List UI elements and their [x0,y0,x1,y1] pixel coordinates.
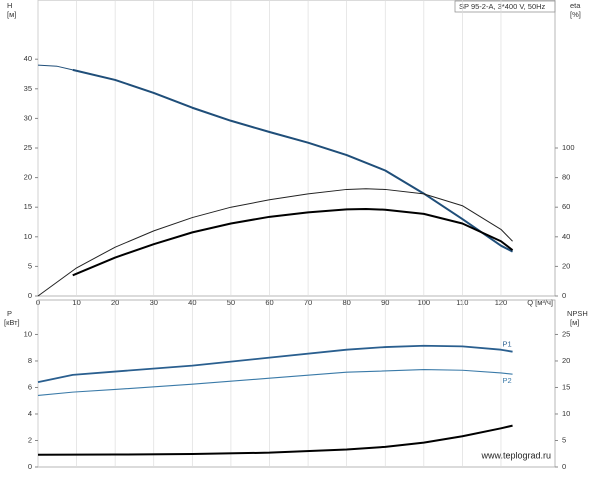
y2-tick-label: 25 [562,329,570,338]
y-tick-label: 30 [24,113,32,122]
y-tick-label: 35 [24,84,32,93]
y-tick-label: 10 [24,329,32,338]
y2-label: NPSH [567,309,588,318]
y-tick-label: 6 [28,382,32,391]
curve [37,344,513,384]
y2-tick-label: 20 [562,356,570,365]
y-tick-label: 8 [28,356,32,365]
y2-tick-label: 100 [562,143,575,152]
y-tick-label: 0 [28,291,32,300]
y-tick-label: 4 [28,409,32,418]
legend-text: SP 95-2-A, 3*400 V, 50Hz [459,2,546,11]
y-tick-label: 2 [28,435,32,444]
curve [37,424,513,456]
y2-label: eta [570,1,581,10]
x-label: Q [м³/ч] [527,298,553,307]
series-label: P1 [503,340,512,349]
y2-tick-label: 10 [562,409,570,418]
plot-area [37,0,556,297]
y-unit: [кВт] [4,318,20,327]
y-tick-label: 15 [24,202,32,211]
curve [37,64,73,71]
y2-unit: [%] [570,10,581,19]
y-tick-label: 5 [28,261,32,270]
y2-tick-label: 0 [562,291,566,300]
y2-unit: [м] [570,318,579,327]
curve [37,188,513,297]
watermark: www.teplograd.ru [480,450,551,460]
y2-tick-label: 40 [562,232,570,241]
y2-tick-label: 20 [562,261,570,270]
curve [72,68,514,253]
curve [72,207,514,277]
y-label: H [7,1,12,10]
plot-area [37,299,556,468]
y-unit: [м] [7,10,16,19]
series-label: P2 [503,376,512,385]
y-tick-label: 0 [28,462,32,471]
y2-tick-label: 15 [562,382,570,391]
y2-tick-label: 80 [562,173,570,182]
y-tick-label: 25 [24,143,32,152]
y2-tick-label: 60 [562,202,570,211]
y-label: P [7,309,12,318]
y2-tick-label: 0 [562,462,566,471]
y2-tick-label: 5 [562,435,566,444]
y-tick-label: 40 [24,54,32,63]
y-tick-label: 10 [24,232,32,241]
curve [37,369,513,396]
y-tick-label: 20 [24,173,32,182]
